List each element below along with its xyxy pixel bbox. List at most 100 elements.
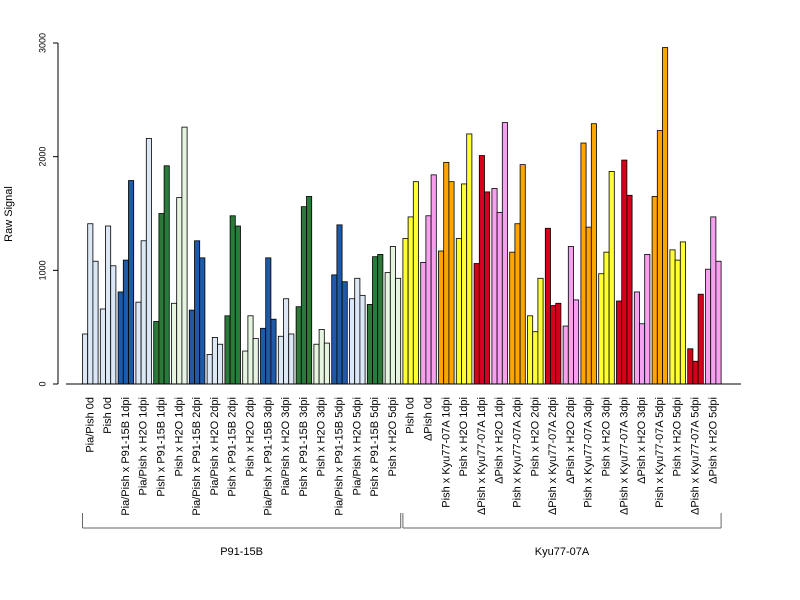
category-label: Pish x H2O 5dpi — [672, 397, 684, 476]
bar — [99, 308, 106, 385]
bar — [590, 123, 597, 385]
category-label: ΔPish x H2O 2dpi — [565, 397, 577, 484]
bar — [537, 277, 544, 385]
bar — [354, 277, 361, 385]
bar — [92, 260, 99, 385]
bar — [407, 216, 414, 385]
bar — [656, 130, 663, 385]
category-label: Pish x Kyu77-07A 1dpi — [440, 397, 452, 508]
bar — [514, 223, 521, 385]
bar — [252, 338, 259, 385]
bar — [171, 302, 178, 385]
category-label: Pish x H2O 3dpi — [316, 397, 328, 476]
bar — [163, 165, 170, 385]
category-label: Pia/Pish x H2O 5dpi — [351, 397, 363, 495]
category-label: Pish 0d — [405, 397, 417, 434]
bar — [300, 206, 307, 385]
bar — [550, 305, 557, 385]
category-label: Pish x H2O 3dpi — [601, 397, 613, 476]
bar — [555, 302, 562, 385]
bar — [372, 256, 379, 385]
bar — [234, 225, 241, 385]
y-tick-label: 3000 — [37, 33, 47, 53]
category-label: Pia/Pish x P91-15B 1dpi — [120, 397, 132, 516]
bar — [501, 122, 508, 385]
bar — [697, 293, 704, 385]
bar — [359, 294, 366, 385]
category-label: Pia/Pish x H2O 2dpi — [209, 397, 221, 495]
bar — [82, 333, 89, 385]
bar — [662, 47, 669, 385]
category-label: Pish x H2O 2dpi — [529, 397, 541, 476]
bar — [318, 329, 325, 385]
bar — [117, 291, 124, 385]
category-label: Pish 0d — [102, 397, 114, 434]
category-label: Pish x H2O 5dpi — [387, 397, 399, 476]
bar — [644, 254, 651, 385]
bar — [336, 224, 343, 385]
bar — [181, 126, 188, 385]
bar — [573, 299, 580, 385]
bar — [621, 159, 628, 385]
bar — [669, 249, 676, 385]
bar — [176, 197, 183, 385]
bars — [82, 47, 722, 385]
bar — [211, 336, 218, 385]
category-label: Pish x H2O 1dpi — [458, 397, 470, 476]
bar — [473, 263, 480, 385]
bar — [633, 291, 640, 385]
bar — [598, 273, 605, 385]
category-label: Pia/Pish x P91-15B 5dpi — [334, 397, 346, 516]
category-label: ΔPish x Kyu77-07A 2dpi — [547, 397, 559, 515]
bar — [158, 213, 165, 385]
bar — [128, 180, 135, 385]
bar — [466, 133, 473, 385]
bar — [288, 333, 295, 385]
category-label: ΔPish x Kyu77-07A 3dpi — [618, 397, 630, 515]
group-label: Kyu77-07A — [535, 546, 590, 558]
bar — [145, 138, 152, 385]
category-label: ΔPish x H2O 3dpi — [636, 397, 648, 484]
bar — [420, 261, 427, 385]
category-label: Pish x H2O 2dpi — [245, 397, 257, 476]
y-tick-label: 0 — [37, 381, 47, 386]
bar — [448, 181, 455, 385]
bar — [242, 350, 249, 385]
category-label: Pia/Pish x P91-15B 3dpi — [262, 397, 274, 516]
y-tick-label: 2000 — [37, 147, 47, 167]
bar — [580, 142, 587, 385]
bar — [270, 318, 277, 385]
bar — [626, 194, 633, 385]
bar — [105, 225, 112, 385]
bar — [519, 164, 526, 385]
bar — [295, 306, 302, 385]
bar — [651, 196, 658, 385]
bar — [377, 254, 384, 385]
bar — [705, 268, 712, 385]
category-label: ΔPish 0d — [423, 397, 435, 441]
bar — [87, 223, 94, 385]
bar — [389, 246, 396, 385]
bar — [430, 174, 437, 385]
category-label: Pish x P91-15B 1dpi — [156, 397, 168, 497]
category-label: Pish x Kyu77-07A 3dpi — [583, 397, 595, 508]
bar — [461, 183, 468, 385]
bar — [438, 250, 445, 385]
y-tick-label: 1000 — [37, 260, 47, 280]
bar — [585, 226, 592, 385]
bar — [265, 257, 272, 385]
bar — [135, 301, 142, 385]
bar — [323, 342, 330, 385]
bar — [402, 238, 409, 385]
y-axis-title: Raw Signal — [3, 186, 15, 242]
bar — [567, 246, 574, 385]
bar — [412, 181, 419, 385]
bar — [710, 216, 717, 385]
bar — [544, 227, 551, 385]
bar — [679, 241, 686, 385]
bar — [639, 323, 646, 385]
category-label: Pia/Pish x P91-15B 2dpi — [191, 397, 203, 516]
bar — [110, 265, 117, 385]
bar — [331, 274, 338, 385]
category-labels: Pia/Pish 0d Pish 0d Pia/Pish x P91-15B 1dp… — [84, 397, 719, 516]
